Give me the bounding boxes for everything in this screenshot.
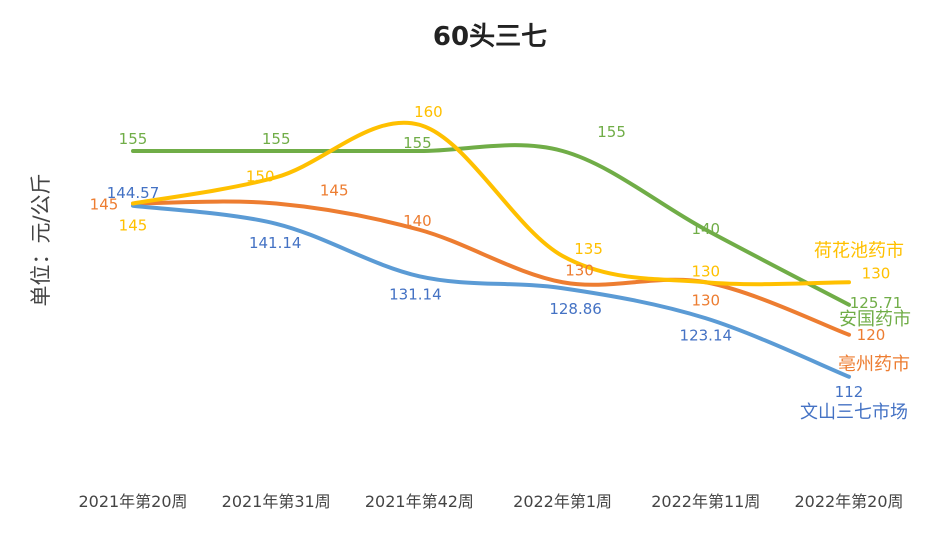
x-axis-ticks: 2021年第20周 2021年第31周 2021年第42周 2022年第1周 2022年… (78, 492, 903, 511)
data-label-wenshan: 123.14 (680, 326, 733, 344)
data-label-anguo: 155 (597, 123, 626, 141)
data-label-bozhou: 130 (565, 261, 594, 279)
data-label-hehuachi: 135 (574, 240, 603, 258)
data-label-bozhou: 120 (857, 326, 886, 344)
data-label-wenshan: 128.86 (549, 300, 602, 318)
data-label-wenshan: 131.14 (389, 285, 442, 303)
data-label-wenshan: 112 (835, 383, 864, 401)
series-name-bozhou: 亳州药市 (838, 354, 910, 375)
data-label-hehuachi: 130 (691, 262, 720, 280)
x-tick-label: 2021年第20周 (78, 492, 187, 511)
x-tick-label: 2021年第42周 (365, 492, 474, 511)
data-label-anguo: 155 (119, 130, 148, 148)
chart-title: 60头三七 (433, 22, 547, 52)
data-label-wenshan: 144.57 (107, 184, 160, 202)
data-label-hehuachi: 160 (414, 103, 443, 121)
data-label-bozhou: 145 (320, 182, 349, 200)
data-label-wenshan: 141.14 (249, 234, 302, 252)
data-label-hehuachi: 145 (119, 217, 148, 235)
x-tick-label: 2021年第31周 (222, 492, 331, 511)
data-labels: 155 155 155 155 140 125.71 145 150 160 135 130 130 1… (90, 103, 903, 401)
data-label-hehuachi: 150 (246, 167, 275, 185)
series-lines (131, 120, 851, 379)
data-label-hehuachi: 130 (862, 264, 891, 282)
data-label-bozhou: 145 (90, 196, 119, 214)
data-label-anguo: 155 (403, 134, 432, 152)
series-line-bozhou (131, 199, 851, 337)
data-label-bozhou: 130 (691, 291, 720, 309)
data-label-anguo: 140 (691, 220, 720, 238)
data-label-bozhou: 140 (403, 212, 432, 230)
series-name-hehuachi: 荷花池药市 (814, 240, 904, 261)
series-name-anguo: 安国药市 (839, 309, 911, 330)
x-tick-label: 2022年第1周 (513, 492, 612, 511)
data-label-anguo: 125.71 (850, 294, 903, 312)
series-line-anguo (131, 143, 851, 307)
data-label-anguo: 155 (262, 130, 291, 148)
x-tick-label: 2022年第11周 (651, 492, 760, 511)
y-axis-label: 单位：元/公斤 (29, 173, 53, 306)
x-tick-label: 2022年第20周 (794, 492, 903, 511)
series-name-wenshan: 文山三七市场 (800, 402, 908, 423)
series-line-hehuachi (131, 120, 851, 287)
series-line-wenshan (131, 203, 851, 379)
